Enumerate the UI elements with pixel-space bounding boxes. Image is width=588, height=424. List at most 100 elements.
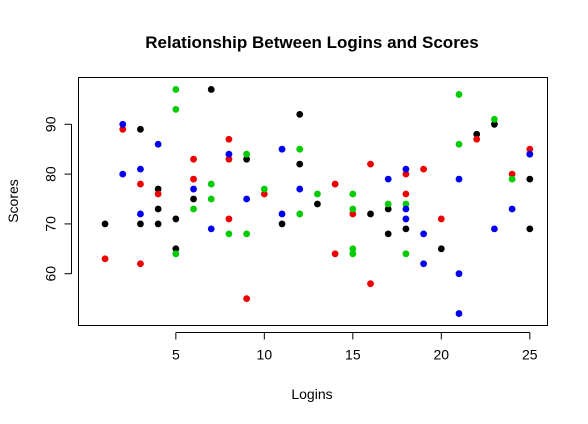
data-point bbox=[207, 195, 215, 203]
data-point bbox=[420, 165, 428, 173]
data-point bbox=[137, 220, 144, 228]
data-point bbox=[473, 135, 481, 143]
data-point bbox=[225, 230, 233, 238]
x-tick-label: 5 bbox=[172, 347, 180, 363]
data-point bbox=[296, 110, 304, 118]
data-point bbox=[296, 160, 304, 168]
data-point bbox=[349, 190, 357, 198]
data-point bbox=[402, 170, 410, 178]
data-point bbox=[349, 245, 357, 253]
y-tick-label: 90 bbox=[43, 116, 59, 132]
data-point bbox=[402, 190, 410, 198]
data-point bbox=[526, 175, 534, 183]
data-point bbox=[190, 205, 197, 213]
data-point bbox=[172, 250, 180, 258]
data-point bbox=[207, 86, 215, 93]
data-point bbox=[402, 250, 410, 258]
data-point bbox=[243, 195, 251, 203]
data-point bbox=[349, 250, 357, 258]
data-point bbox=[349, 210, 357, 218]
data-point bbox=[137, 260, 144, 268]
data-point bbox=[154, 205, 162, 213]
data-point bbox=[402, 165, 410, 173]
data-point bbox=[296, 185, 304, 193]
x-tick-label: 15 bbox=[345, 347, 361, 363]
data-point bbox=[402, 205, 410, 213]
data-point bbox=[331, 180, 339, 188]
data-point bbox=[402, 225, 410, 233]
data-point bbox=[190, 175, 197, 183]
data-point bbox=[420, 230, 428, 238]
data-point bbox=[243, 150, 251, 158]
data-point bbox=[260, 185, 268, 193]
data-point bbox=[172, 86, 180, 93]
data-point bbox=[154, 220, 162, 228]
data-point bbox=[420, 260, 428, 268]
data-point bbox=[278, 220, 286, 228]
y-axis-label: Scores bbox=[5, 179, 21, 223]
data-point bbox=[384, 230, 392, 238]
data-point bbox=[137, 180, 144, 188]
plot-area bbox=[78, 77, 548, 326]
data-point bbox=[491, 115, 498, 123]
x-axis: 5 10 15 20 25 bbox=[172, 332, 538, 363]
data-point bbox=[190, 195, 197, 203]
data-point bbox=[455, 91, 463, 98]
data-point bbox=[207, 180, 215, 188]
data-point bbox=[402, 215, 410, 223]
data-point bbox=[455, 175, 463, 183]
data-point bbox=[101, 220, 109, 228]
data-point bbox=[526, 150, 534, 158]
data-point bbox=[278, 210, 286, 218]
data-points bbox=[101, 86, 534, 317]
data-point bbox=[314, 190, 321, 198]
data-point bbox=[190, 155, 197, 163]
data-point bbox=[137, 210, 144, 218]
data-point bbox=[314, 200, 321, 208]
data-point bbox=[190, 185, 197, 193]
data-point bbox=[172, 245, 180, 253]
data-point bbox=[331, 250, 339, 258]
y-tick-label: 80 bbox=[43, 166, 59, 182]
data-point bbox=[137, 165, 144, 173]
data-point bbox=[349, 205, 357, 213]
data-point bbox=[402, 200, 410, 208]
data-point bbox=[508, 175, 516, 183]
data-point bbox=[278, 145, 286, 153]
x-tick-label: 20 bbox=[434, 347, 450, 363]
data-point bbox=[526, 145, 534, 153]
data-point bbox=[119, 170, 127, 178]
data-point bbox=[508, 205, 516, 213]
data-point bbox=[260, 190, 268, 198]
data-point bbox=[225, 150, 233, 158]
data-point bbox=[491, 225, 498, 233]
data-point bbox=[101, 255, 109, 263]
data-point bbox=[119, 120, 127, 128]
data-point bbox=[437, 245, 445, 253]
x-tick-label: 25 bbox=[522, 347, 538, 363]
y-axis: 60 70 80 90 bbox=[43, 116, 72, 281]
data-point bbox=[225, 155, 233, 163]
y-tick-label: 60 bbox=[43, 266, 59, 282]
data-point bbox=[526, 225, 534, 233]
chart-title: Relationship Between Logins and Scores bbox=[145, 33, 478, 52]
data-point bbox=[384, 175, 392, 183]
data-point bbox=[243, 155, 251, 163]
data-point bbox=[154, 140, 162, 148]
data-point bbox=[491, 120, 498, 128]
data-point bbox=[367, 210, 374, 218]
data-point bbox=[367, 160, 374, 168]
data-point bbox=[455, 140, 463, 148]
data-point bbox=[296, 145, 304, 153]
y-tick-label: 70 bbox=[43, 216, 59, 232]
data-point bbox=[508, 170, 516, 178]
data-point bbox=[154, 185, 162, 193]
data-point bbox=[207, 225, 215, 233]
data-point bbox=[437, 215, 445, 223]
data-point bbox=[384, 200, 392, 208]
data-point bbox=[367, 280, 374, 288]
data-point bbox=[455, 270, 463, 278]
data-point bbox=[243, 295, 251, 303]
data-point bbox=[384, 205, 392, 213]
